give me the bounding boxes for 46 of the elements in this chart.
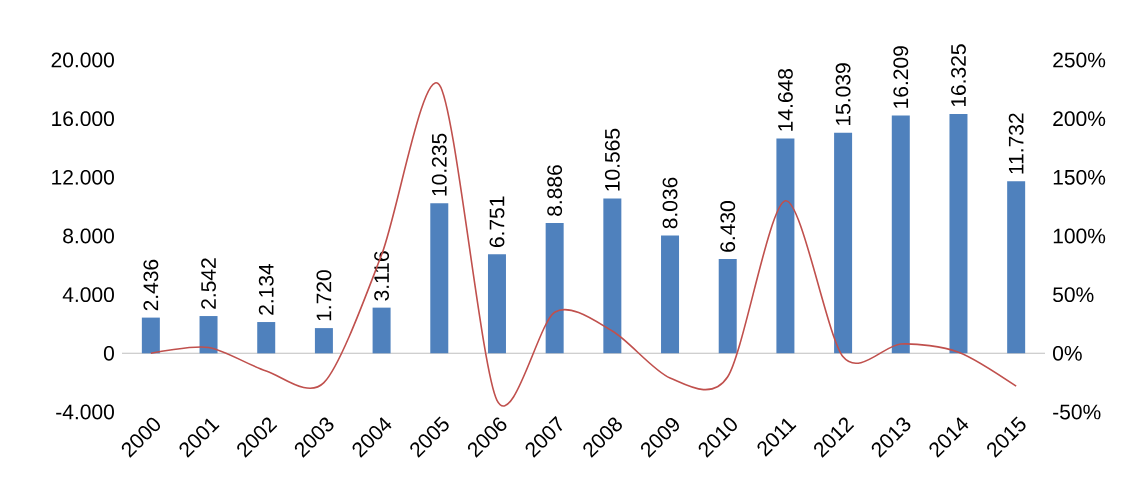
data-label: 10.565: [604, 128, 620, 191]
bar: [603, 198, 622, 354]
data-label: 16.209: [893, 46, 909, 108]
data-label: 16.325: [951, 44, 966, 107]
data-label: 2.542: [201, 258, 216, 309]
y-tick-label: -4.000: [56, 404, 114, 420]
y2-tick-label: 100%: [1053, 228, 1106, 244]
bar: [257, 322, 276, 354]
bar: [776, 138, 795, 354]
bar: [718, 259, 737, 354]
y-tick-label: 12.000: [52, 169, 114, 185]
data-label: 2.134: [258, 263, 274, 315]
y2-tick-label: 0%: [1053, 345, 1082, 361]
data-label: 1.720: [316, 270, 332, 321]
data-label: 11.732: [1008, 113, 1024, 174]
y-tick-label: 0: [103, 345, 114, 361]
bar: [199, 316, 218, 354]
bar: [1007, 181, 1026, 354]
data-label: 8.886: [547, 165, 563, 216]
bar: [372, 307, 391, 354]
bar: [487, 254, 506, 354]
bar: [430, 203, 449, 354]
data-label: 3.116: [374, 251, 390, 301]
y2-tick-label: 150%: [1053, 169, 1106, 185]
bar: [141, 317, 160, 354]
data-label: 6.430: [720, 201, 736, 252]
bar: [949, 113, 968, 354]
y2-tick-label: 50%: [1053, 287, 1094, 303]
bar: [891, 115, 910, 354]
y-tick-label: 4.000: [62, 287, 114, 303]
data-label: 6.751: [489, 196, 505, 248]
bar: [545, 223, 564, 354]
data-label: 15.039: [835, 63, 851, 125]
y-tick-label: 20.000: [51, 52, 114, 68]
y2-tick-label: -50%: [1053, 404, 1101, 420]
y-tick-label: 16.000: [52, 111, 114, 127]
y2-tick-label: 250%: [1053, 52, 1106, 68]
data-label: 14.648: [777, 68, 793, 131]
y2-tick-label: 200%: [1053, 111, 1106, 127]
bar: [661, 235, 680, 354]
y-tick-label: 8.000: [63, 228, 114, 244]
data-label: 2.436: [143, 259, 159, 311]
data-label: 10.235: [431, 133, 447, 196]
data-label: 8.036: [662, 177, 678, 229]
bar: [834, 132, 853, 354]
bar: [314, 328, 333, 354]
